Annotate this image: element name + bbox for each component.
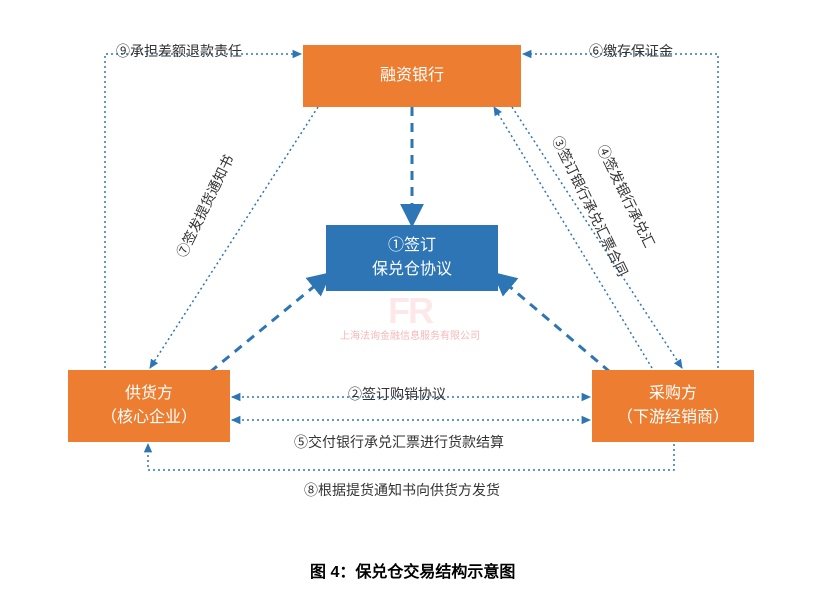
node-supply-label2: （核心企业） xyxy=(101,406,197,430)
edge-label-5: ⑤交付银行承兑汇票进行货款结算 xyxy=(294,432,504,452)
watermark-sub: 上海法询金融信息服务有限公司 xyxy=(330,327,490,342)
edge-label-9: ⑨承担差额退款责任 xyxy=(116,41,242,61)
node-bank: 融资银行 xyxy=(303,45,521,107)
node-center-label1: ①签订 xyxy=(388,234,436,258)
figure-caption: 图 4：保兑仓交易结构示意图 xyxy=(310,558,515,582)
edge-label-2: ②签订购销协议 xyxy=(348,384,446,404)
watermark: FR 上海法询金融信息服务有限公司 xyxy=(330,295,490,342)
node-center-label2: 保兑仓协议 xyxy=(372,258,452,282)
edge-label-6: ⑥缴存保证金 xyxy=(589,41,673,61)
node-buyer-label2: （下游经销商） xyxy=(617,406,729,430)
node-buyer: 采购方 （下游经销商） xyxy=(592,370,754,442)
node-center: ①签订 保兑仓协议 xyxy=(326,225,498,291)
edge-label-8: ⑧根据提货通知书向供货方发货 xyxy=(304,480,500,500)
node-supply: 供货方 （核心企业） xyxy=(68,370,230,442)
watermark-fr: FR xyxy=(330,295,490,327)
edge-label-7: ⑦签发提货通知书 xyxy=(171,151,238,260)
node-supply-label1: 供货方 xyxy=(125,382,173,406)
node-buyer-label1: 采购方 xyxy=(649,382,697,406)
node-bank-label: 融资银行 xyxy=(380,64,444,88)
